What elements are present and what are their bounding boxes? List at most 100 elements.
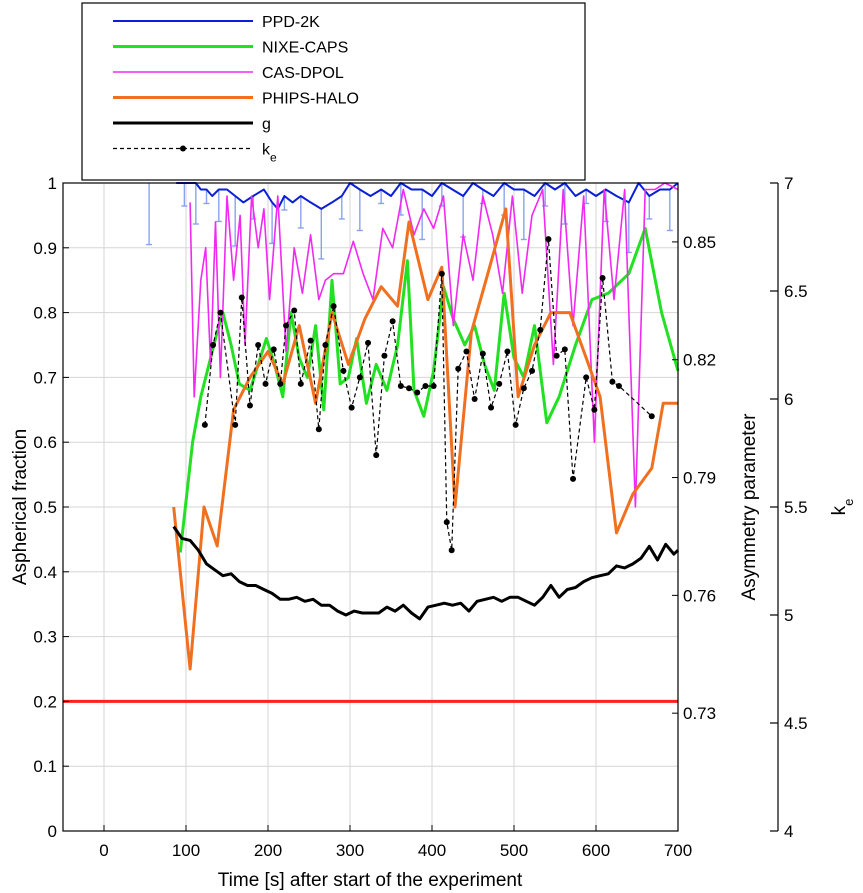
legend-label-text: CAS-DPOL — [262, 65, 344, 82]
x-tick-label: 0 — [99, 841, 108, 860]
series-point-k-e — [414, 389, 421, 396]
outer-right-tick-label: 5 — [784, 606, 793, 625]
legend-label-phips-halo: PHIPS-HALO — [262, 91, 359, 108]
legend-label-text: g — [262, 116, 271, 133]
series-point-k-e — [210, 342, 217, 348]
legend-label-k-e: ke — [262, 142, 277, 165]
legend: PPD-2K NIXE-CAPS CAS-DPOL PHIPS-HALO g ke — [81, 2, 586, 181]
left-tick-label: 0.4 — [33, 563, 57, 582]
series-point-k-e — [340, 367, 347, 374]
outer-right-axis-title: ke — [829, 499, 856, 516]
outer-right-tick-label: 4.5 — [784, 714, 808, 733]
outer-right-axis-title-sub: e — [841, 499, 856, 506]
series-point-k-e — [389, 318, 396, 325]
series-point-k-e — [591, 406, 598, 413]
series-point-k-e — [443, 519, 450, 526]
series-point-k-e — [599, 275, 606, 282]
left-axis-title: Aspherical fraction — [10, 429, 31, 585]
left-tick-label: 0.5 — [33, 498, 57, 517]
legend-label-text: NIXE-CAPS — [262, 40, 348, 57]
series-point-k-e — [365, 339, 372, 346]
left-tick-label: 0.7 — [33, 368, 57, 387]
inner-right-tick-label: 0.85 — [683, 233, 716, 252]
series-point-k-e — [583, 374, 590, 381]
series-point-k-e — [330, 303, 337, 310]
left-axis-ticks: 0 0.1 0.2 0.3 0.4 0.5 0.6 0.7 0.8 0.9 1 — [33, 174, 69, 841]
legend-label-text: PHIPS-HALO — [262, 91, 359, 108]
inner-right-tick-label: 0.79 — [683, 469, 716, 488]
series-point-k-e — [455, 365, 462, 372]
inner-right-tick-label: 0.73 — [683, 704, 716, 723]
series-point-k-e — [381, 352, 388, 359]
x-tick-label: 300 — [336, 841, 364, 860]
series-point-k-e — [448, 547, 455, 554]
legend-box — [81, 2, 586, 181]
grid-lines — [63, 182, 679, 832]
series-point-k-e — [406, 385, 413, 392]
series-point-k-e — [512, 421, 519, 428]
x-axis-ticks: 0 100 200 300 400 500 600 700 — [99, 825, 692, 860]
legend-label-cas-dpol: CAS-DPOL — [262, 65, 344, 82]
series-point-k-e — [553, 352, 560, 359]
legend-label-nixe-caps: NIXE-CAPS — [262, 40, 348, 57]
outer-right-tick-label: 5.5 — [784, 498, 808, 517]
series-point-k-e — [262, 380, 269, 387]
series-line-g — [172, 525, 680, 621]
series-point-k-e — [270, 346, 277, 353]
series-point-k-e — [537, 326, 544, 333]
series-point-k-e — [232, 421, 239, 428]
series-point-k-e — [217, 309, 224, 316]
series-point-k-e — [471, 396, 478, 402]
series-point-k-e — [322, 342, 329, 348]
inner-right-tick-label: 0.82 — [683, 351, 716, 370]
legend-marker-k-e — [180, 145, 186, 152]
series-point-k-e — [307, 337, 314, 344]
x-tick-label: 700 — [664, 841, 692, 860]
x-tick-label: 500 — [500, 841, 528, 860]
series-point-k-e — [356, 374, 363, 381]
series-point-k-e — [397, 383, 404, 390]
series-line-nixe-caps — [178, 226, 680, 553]
legend-label-ppd-2k: PPD-2K — [262, 14, 320, 31]
legend-label-text: PPD-2K — [262, 14, 320, 31]
series-point-k-e — [297, 380, 304, 387]
outer-right-axis: 4 4.5 5 5.5 6 6.5 7 — [770, 174, 808, 841]
left-tick-label: 0.6 — [33, 433, 57, 452]
series-point-k-e — [463, 348, 470, 355]
inner-right-axis-title: Asymmetry parameter — [739, 413, 760, 601]
series-point-k-e — [283, 322, 290, 329]
left-tick-label: 0.8 — [33, 304, 57, 323]
outer-right-tick-label: 6 — [784, 390, 793, 409]
left-tick-label: 0.3 — [33, 628, 57, 647]
outer-right-tick-label: 7 — [784, 174, 793, 193]
series-point-k-e — [488, 404, 495, 411]
series-point-k-e — [277, 380, 284, 387]
inner-right-tick-label: 0.76 — [683, 586, 716, 605]
series-point-k-e — [438, 270, 445, 277]
x-axis-title: Time [s] after start of the experiment — [218, 870, 523, 891]
outer-right-tick-label: 4 — [784, 822, 793, 841]
outer-right-tick-label: 6.5 — [784, 282, 808, 301]
left-tick-label: 0.1 — [33, 757, 57, 776]
series-point-k-e — [529, 367, 536, 374]
series-point-k-e — [430, 383, 437, 390]
x-tick-label: 100 — [172, 841, 200, 860]
series-point-k-e — [609, 378, 616, 385]
series-point-k-e — [315, 426, 322, 433]
series-point-k-e — [648, 413, 655, 420]
x-tick-label: 400 — [418, 841, 446, 860]
series-point-k-e — [570, 475, 577, 482]
left-tick-label: 0.2 — [33, 692, 57, 711]
series-point-k-e — [496, 380, 503, 387]
series-point-k-e — [348, 404, 355, 411]
x-tick-label: 600 — [582, 841, 610, 860]
series-point-k-e — [201, 421, 208, 428]
left-tick-label: 1 — [48, 174, 57, 193]
left-tick-label: 0.9 — [33, 239, 57, 258]
series-point-k-e — [255, 342, 262, 348]
series-point-k-e — [422, 383, 429, 390]
legend-label-g: g — [262, 116, 271, 133]
series-point-k-e — [291, 307, 298, 314]
series-point-k-e — [246, 402, 253, 409]
